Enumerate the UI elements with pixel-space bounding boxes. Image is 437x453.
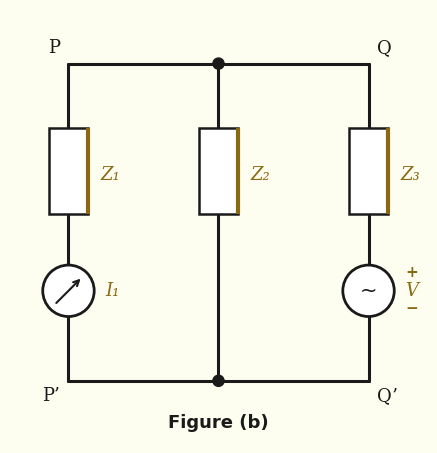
Circle shape: [43, 265, 94, 317]
Text: −: −: [405, 301, 418, 316]
Text: V: V: [405, 282, 418, 300]
Text: Z₃: Z₃: [401, 166, 420, 184]
Text: +: +: [405, 265, 418, 280]
Text: Z₁: Z₁: [101, 166, 120, 184]
Circle shape: [213, 58, 224, 69]
Text: I₁: I₁: [105, 282, 119, 300]
Bar: [199, 128, 238, 214]
Text: ~: ~: [360, 281, 377, 301]
Bar: [349, 128, 388, 214]
Text: Figure (b): Figure (b): [168, 414, 269, 432]
Circle shape: [343, 265, 394, 317]
Text: Z₂: Z₂: [251, 166, 271, 184]
Text: P’: P’: [42, 387, 60, 405]
Circle shape: [213, 375, 224, 386]
Text: P: P: [48, 39, 60, 57]
Text: Q: Q: [377, 39, 392, 57]
Text: Q’: Q’: [377, 387, 398, 405]
Bar: [49, 128, 88, 214]
